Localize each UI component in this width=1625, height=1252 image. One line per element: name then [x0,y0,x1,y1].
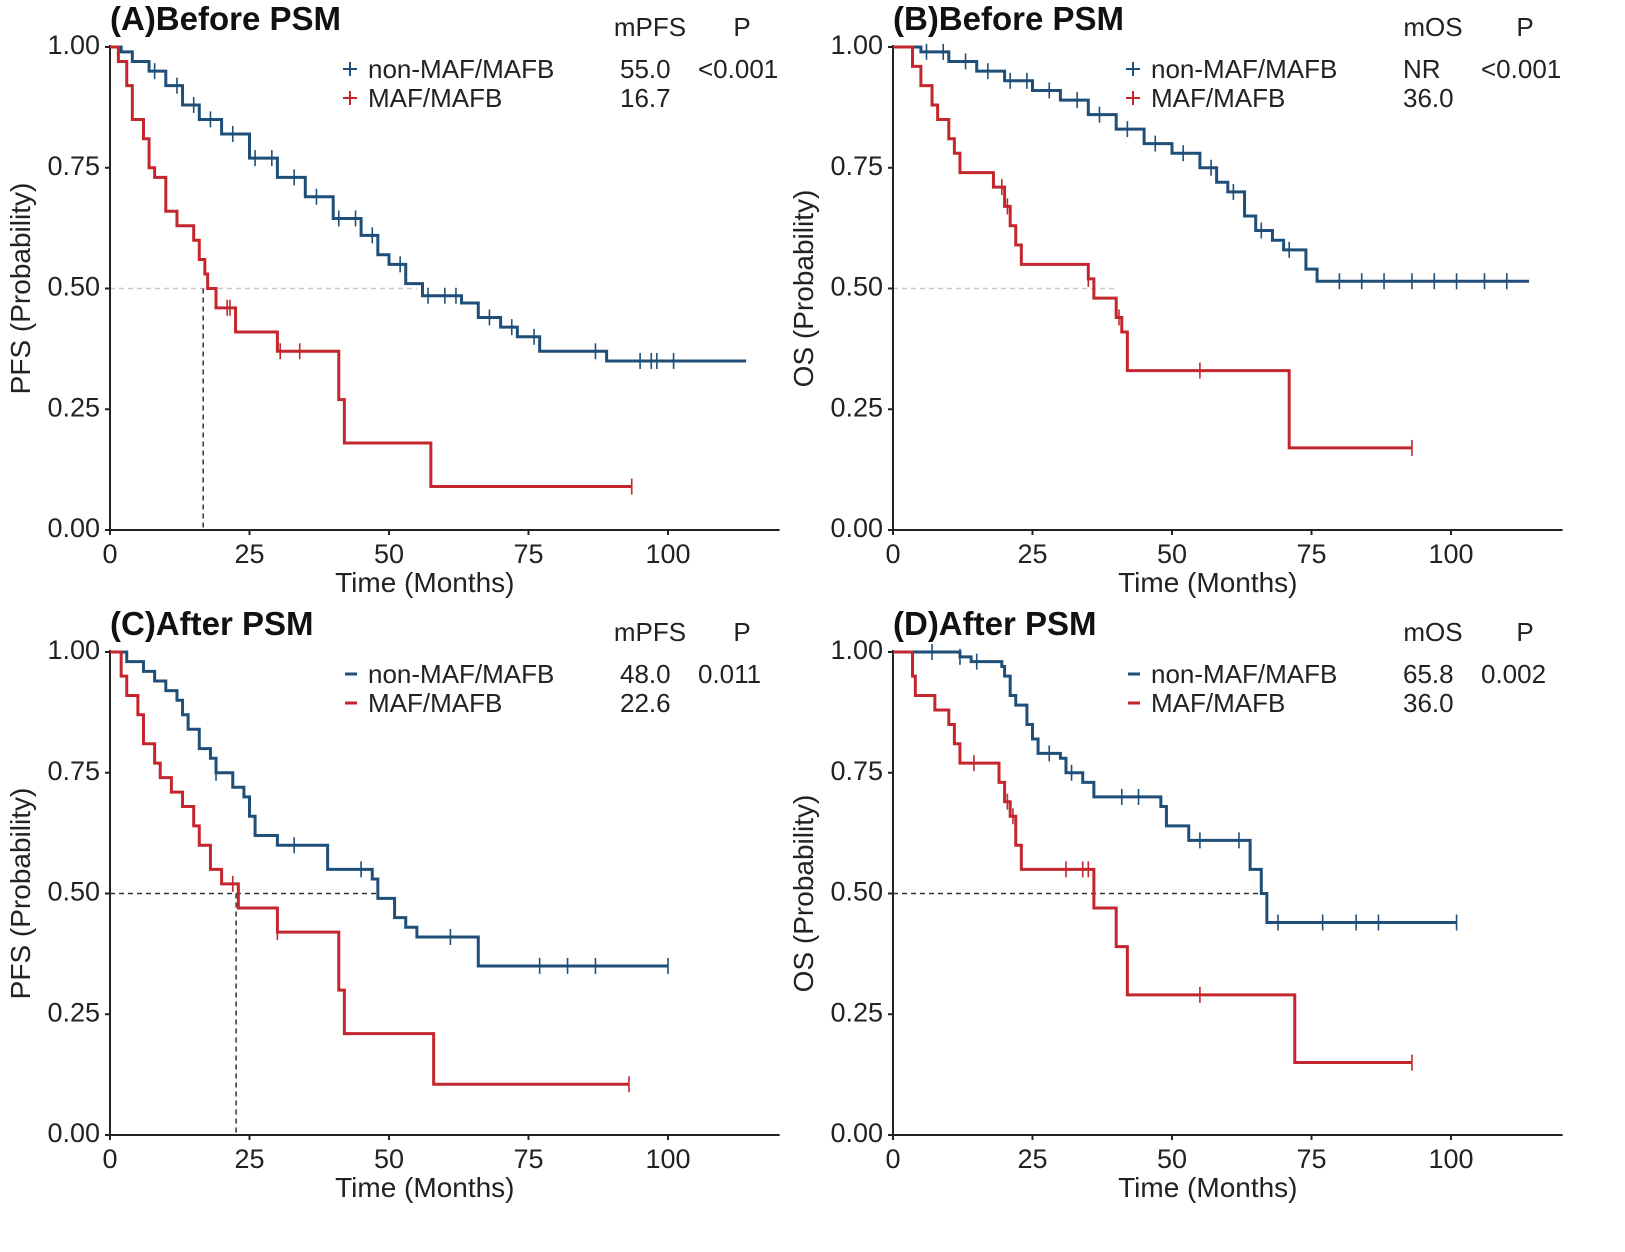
x-tick-label: 0 [885,1144,900,1174]
y-tick-label: 0.75 [47,756,100,786]
panel-a: 0.00 0.25 0.50 0.75 1.00 0 25 50 75 100 Time (Mont… [5,0,780,598]
y-tick-label: 0.25 [830,997,883,1027]
legend-header-median: mPFS [614,12,686,42]
x-tick-label: 25 [234,539,264,569]
legend-median: 65.8 [1403,659,1454,689]
x-tick-label: 100 [1428,1144,1473,1174]
y-tick-label: 1.00 [47,635,100,665]
survival-curve-maf [893,650,1412,1065]
panel-d: 0.00 0.25 0.50 0.75 1.00 0 25 50 75 100 Time (Mont… [788,605,1563,1203]
x-tick-label: 25 [234,1144,264,1174]
legend-median: 36.0 [1403,83,1454,113]
survival-curve-non-maf [110,650,668,968]
y-tick-label: 0.75 [830,151,883,181]
survival-curve-non-maf [110,45,747,363]
legend-header-p: P [1516,12,1533,42]
legend-header-p: P [1516,617,1533,647]
x-axis-label: Time (Months) [1118,1172,1297,1203]
survival-curve-maf [110,650,629,1086]
legend-p-value: 0.002 [1481,659,1546,689]
y-tick-label: 0.75 [47,151,100,181]
y-tick-label: 0.50 [47,272,100,302]
legend-p-value: <0.001 [1481,54,1561,84]
legend-median: 36.0 [1403,688,1454,718]
y-tick-label: 0.75 [830,756,883,786]
legend-header-median: mOS [1403,617,1462,647]
x-tick-label: 75 [1296,1144,1326,1174]
x-axis-label: Time (Months) [335,567,514,598]
panel-c: 0.00 0.25 0.50 0.75 1.00 0 25 50 75 100 Time (Mont… [5,605,780,1203]
x-tick-label: 25 [1017,1144,1047,1174]
x-tick-label: 0 [102,539,117,569]
survival-curve-non-maf [893,45,1530,283]
y-tick-label: 0.50 [47,877,100,907]
y-axis-label: OS (Probability) [788,190,819,388]
survival-curve-maf [110,45,632,489]
survival-curve-non-maf [893,650,1457,924]
y-tick-label: 0.25 [47,997,100,1027]
x-tick-label: 100 [645,1144,690,1174]
legend-median: NR [1403,54,1441,84]
legend-label: MAF/MAFB [368,688,502,718]
x-tick-label: 0 [885,539,900,569]
y-tick-label: 1.00 [47,30,100,60]
x-tick-label: 25 [1017,539,1047,569]
y-tick-label: 0.00 [830,1118,883,1148]
y-axis-label: PFS (Probability) [5,788,36,1000]
y-tick-label: 1.00 [830,30,883,60]
x-tick-label: 75 [513,1144,543,1174]
legend-median: 22.6 [620,688,671,718]
panel-title: (C)After PSM [110,605,314,642]
y-tick-label: 1.00 [830,635,883,665]
legend-header-median: mOS [1403,12,1462,42]
legend-label: non-MAF/MAFB [1151,54,1337,84]
legend-median: 55.0 [620,54,671,84]
legend-label: MAF/MAFB [1151,688,1285,718]
x-tick-label: 50 [1157,1144,1187,1174]
panel-title: (B)Before PSM [893,0,1124,37]
legend-header-p: P [733,617,750,647]
y-tick-label: 0.00 [47,1118,100,1148]
y-axis-label: OS (Probability) [788,795,819,993]
x-tick-label: 75 [513,539,543,569]
y-tick-label: 0.50 [830,272,883,302]
y-tick-label: 0.25 [830,392,883,422]
legend-header-p: P [733,12,750,42]
y-tick-label: 0.00 [830,513,883,543]
panel-b: 0.00 0.25 0.50 0.75 1.00 0 25 50 75 100 Time (Mont… [788,0,1563,598]
y-tick-label: 0.50 [830,877,883,907]
legend-label: MAF/MAFB [1151,83,1285,113]
x-tick-label: 50 [374,1144,404,1174]
y-tick-label: 0.25 [47,392,100,422]
x-tick-label: 0 [102,1144,117,1174]
legend-label: non-MAF/MAFB [1151,659,1337,689]
legend-label: MAF/MAFB [368,83,502,113]
x-axis-label: Time (Months) [335,1172,514,1203]
legend-p-value: <0.001 [698,54,778,84]
y-axis-label: PFS (Probability) [5,183,36,395]
panel-title: (D)After PSM [893,605,1097,642]
x-tick-label: 50 [1157,539,1187,569]
legend-label: non-MAF/MAFB [368,659,554,689]
x-tick-label: 100 [645,539,690,569]
legend-median: 16.7 [620,83,671,113]
x-tick-label: 50 [374,539,404,569]
x-tick-label: 100 [1428,539,1473,569]
legend-median: 48.0 [620,659,671,689]
x-tick-label: 75 [1296,539,1326,569]
panel-title: (A)Before PSM [110,0,341,37]
legend-header-median: mPFS [614,617,686,647]
x-axis-label: Time (Months) [1118,567,1297,598]
y-tick-label: 0.00 [47,513,100,543]
legend-p-value: 0.011 [698,659,761,689]
legend-label: non-MAF/MAFB [368,54,554,84]
